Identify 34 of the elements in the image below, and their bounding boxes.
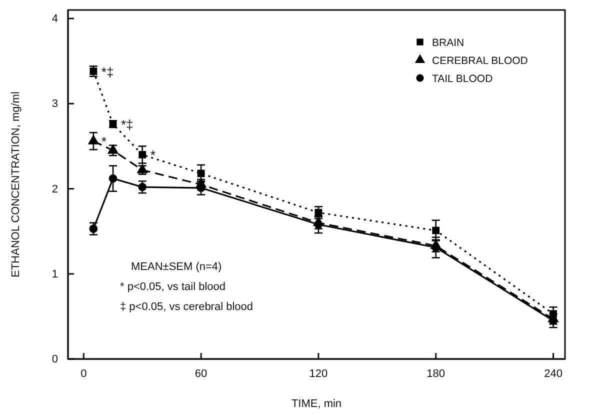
y-tick-label: 4 bbox=[52, 13, 58, 26]
point bbox=[89, 224, 98, 233]
annotation: * p<0.05, vs tail blood bbox=[120, 281, 226, 293]
y-tick-label: 1 bbox=[52, 268, 58, 280]
point bbox=[549, 316, 558, 325]
legend-label: CEREBRAL BLOOD bbox=[432, 55, 528, 67]
y-tick-label: 3 bbox=[52, 98, 58, 110]
point bbox=[432, 226, 440, 234]
point bbox=[108, 174, 118, 183]
x-tick-label: 0 bbox=[80, 368, 87, 380]
y-axis-title: ETHANOL CONCENTRATION, mg/ml bbox=[10, 92, 22, 278]
x-tick-label: 180 bbox=[426, 368, 446, 380]
point bbox=[138, 182, 147, 192]
point bbox=[107, 144, 119, 154]
y-tick-label: 2 bbox=[52, 183, 58, 196]
x-tick-label: 240 bbox=[544, 368, 562, 380]
point bbox=[314, 220, 323, 229]
x-tick-label: 120 bbox=[309, 368, 328, 380]
x-tick-label: 60 bbox=[194, 368, 208, 380]
point bbox=[197, 170, 205, 178]
point bbox=[138, 151, 146, 158]
annotation: *‡ bbox=[121, 117, 134, 132]
annotation: *‡ bbox=[101, 64, 114, 80]
point bbox=[432, 243, 440, 252]
annotation: * bbox=[101, 134, 106, 150]
y-tick-label: 0 bbox=[52, 354, 58, 366]
annotation: MEAN±SEM (n=4) bbox=[131, 261, 222, 273]
annotation: * bbox=[150, 148, 156, 163]
point bbox=[90, 68, 98, 75]
annotation: ‡ p<0.05, vs cerebral blood bbox=[120, 301, 254, 313]
x-axis-title: TIME, min bbox=[291, 398, 342, 410]
legend-label: TAIL BLOOD bbox=[432, 73, 494, 85]
point bbox=[88, 134, 100, 144]
legend-label: BRAIN bbox=[432, 37, 464, 49]
